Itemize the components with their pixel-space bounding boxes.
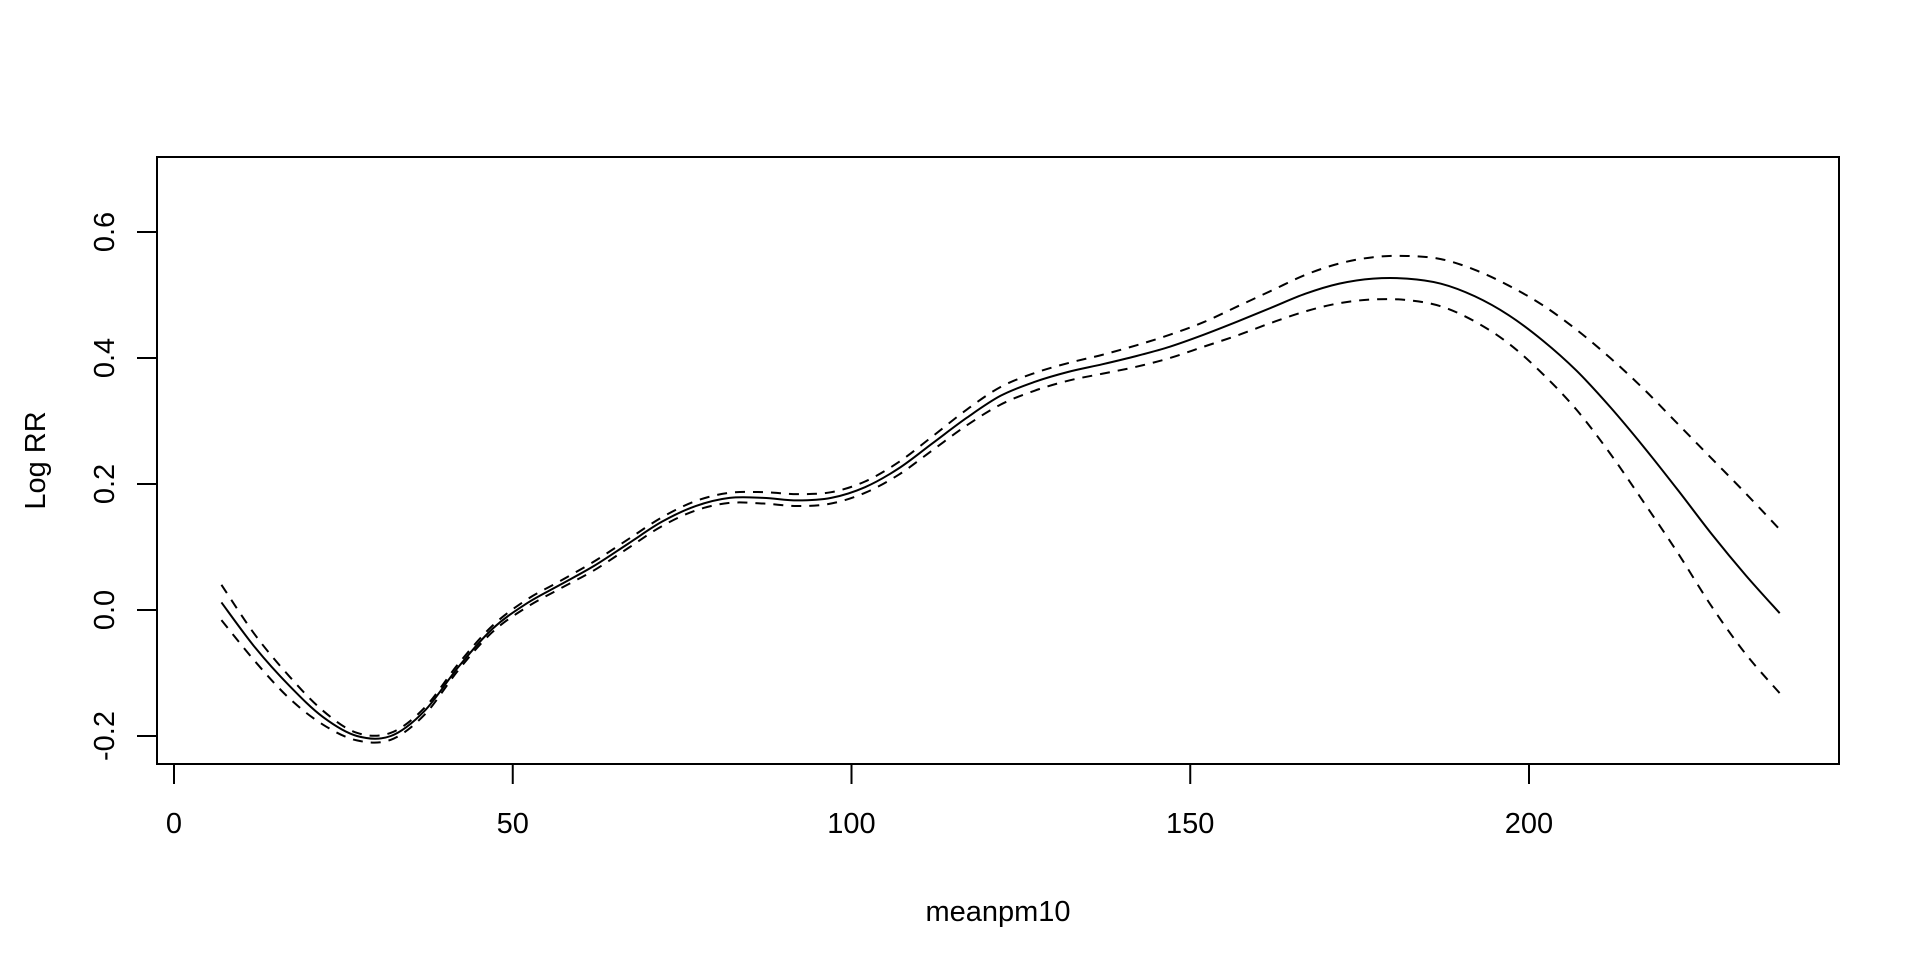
- y-tick-label: 0.4: [89, 338, 121, 378]
- x-axis: 0 50 100 150 200: [166, 763, 1553, 840]
- y-axis-title: Log RR: [20, 411, 52, 509]
- confidence-band-line: [220, 254, 1781, 737]
- plot-frame: [156, 156, 1840, 765]
- x-axis-title: meanpm10: [925, 896, 1070, 928]
- y-axis: -0.2 0.0 0.2 0.4 0.6: [89, 212, 158, 761]
- confidence-band-line: [220, 298, 1781, 744]
- x-tick-label: 200: [1505, 808, 1553, 840]
- x-tick-label: 100: [827, 808, 875, 840]
- x-tick-label: 150: [1166, 808, 1214, 840]
- y-tick-label: 0.2: [89, 464, 121, 504]
- estimate-line: [220, 276, 1781, 740]
- x-tick-label: 50: [497, 808, 529, 840]
- x-tick-label: 0: [166, 808, 182, 840]
- y-tick-label: -0.2: [89, 711, 121, 761]
- y-tick-label: 0.0: [89, 590, 121, 630]
- y-tick-label: 0.6: [89, 212, 121, 252]
- plot-lines: [220, 254, 1781, 744]
